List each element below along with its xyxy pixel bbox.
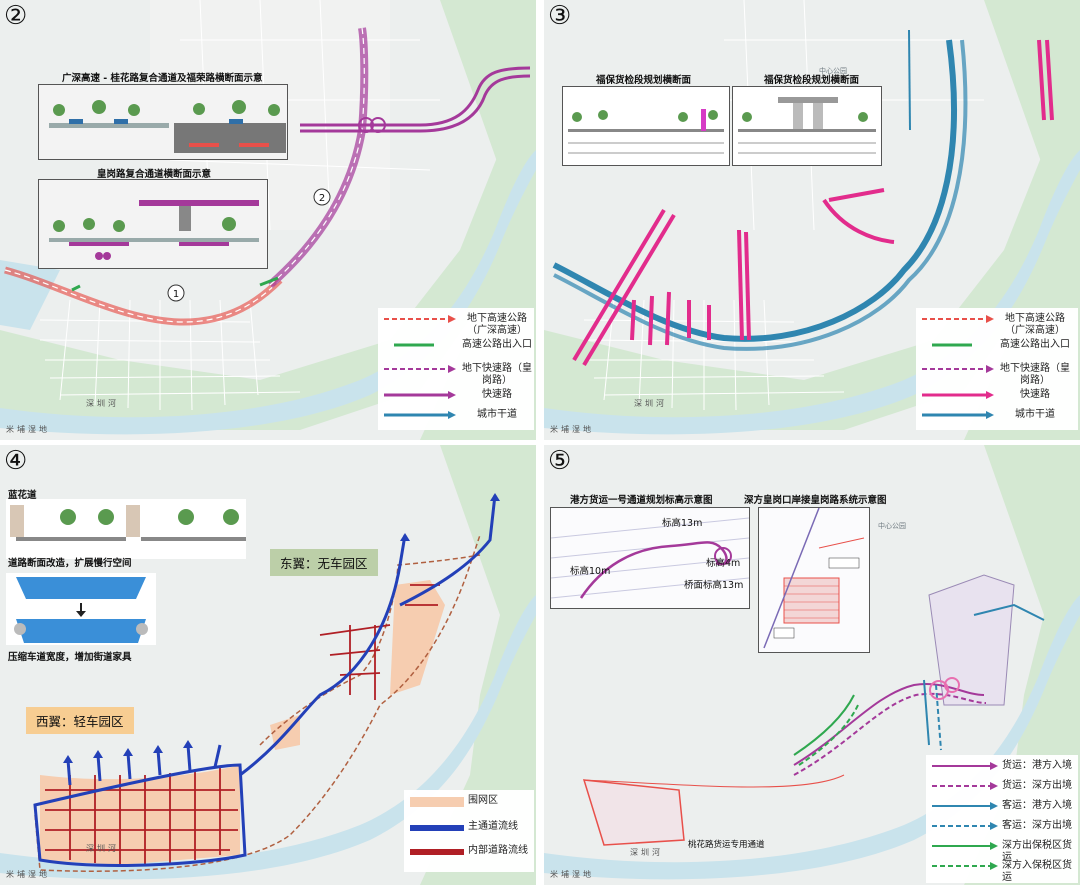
legend-item: 地下快速路（皇岗路） [916,360,1078,386]
panel-3: ③ 福保货检段规划横断面 福保货检段规划横断面 地下高速公路（广深高速） 高速公… [544,0,1080,440]
legend-item: 地下高速公路（广深高速） [378,310,534,336]
legend-item: 客运：深方出境 [926,817,1078,841]
inset-title-huanggang: 皇岗路复合通道横断面示意 [97,169,212,180]
river-label: 深圳河 [86,844,119,853]
river-label: 深圳河 [630,848,663,857]
river-label: 深圳河 [86,399,119,408]
elevation-label-d: 桥面标高13m [684,580,744,591]
svg-text:2: 2 [319,193,325,204]
panel-2: 1 2 ② 广深高速 - 桂花路复合通道及福荣路横断面示意 皇岗路复合通道横断面… [0,0,536,440]
legend-item: 深方入保税区货运 [926,857,1078,883]
elevation-label-b: 标高4m [706,558,741,569]
legend-item: 快速路 [916,386,1078,410]
legend-item: 货运：深方出境 [926,777,1078,801]
inset-title-fubao-1: 福保货检段规划横断面 [596,75,692,86]
legend: 地下高速公路（广深高速） 高速公路出入口 地下快速路（皇岗路） 快速路 城市干道 [378,308,534,430]
legend-item: 快速路 [378,386,534,410]
legend-item: 主通道流线 [404,818,534,842]
legend: 围网区 主通道流线 内部道路流线 [404,790,534,872]
svg-text:1: 1 [173,289,179,300]
wetland-label: 米埔湿地 [550,425,594,434]
legend-item: 客运：港方入境 [926,797,1078,821]
elevation-label-a: 标高13m [662,518,703,529]
legend-item: 城市干道 [378,406,534,430]
street-furniture-diagram [6,573,156,645]
panel-number: ③ [548,1,572,31]
legend: 地下高速公路（广深高速） 高速公路出入口 地下快速路（皇岗路） 快速路 城市干道 [916,308,1078,430]
wetland-label: 米埔湿地 [6,425,50,434]
legend-item: 高速公路出入口 [932,339,1070,350]
street-name: 蓝花道 [8,490,37,501]
inset-title-huanggang-port: 深方皇岗口岸接皇岗路系统示意图 [744,495,887,506]
cross-section-fubao-1 [562,86,730,166]
legend-item: 地下高速公路（广深高速） [916,310,1078,336]
legend-item: 城市干道 [916,406,1078,430]
huanggang-port-diagram [758,507,870,653]
cargo-elevation-diagram [550,507,750,609]
cross-section-fubao-2 [732,86,882,166]
legend-item: 内部道路流线 [404,842,534,866]
cross-section-guangshen [38,84,288,160]
wetland-label: 米埔湿地 [550,870,594,879]
east-wing-label: 东翼：无车园区 [270,549,378,576]
inset-title-cargo-elevation: 港方货运一号通道规划标高示意图 [570,495,713,506]
cross-section-huanggang [38,179,268,269]
panel-4: ④ 蓝花道 道路断面改造，扩展慢行空间 压缩车道宽度，增加街道家具 东翼：无车园… [0,445,536,885]
river-label: 深圳河 [634,399,667,408]
center-park-label: 中心公园 [819,67,847,75]
caption-section: 道路断面改造，扩展慢行空间 [8,558,132,569]
west-wing-label: 西翼：轻车园区 [26,707,134,734]
caption-furniture: 压缩车道宽度，增加街道家具 [8,652,132,663]
legend-item: 深方出保税区货运 [926,837,1078,863]
panel-number: ② [4,1,28,31]
street-section-before-after [6,499,246,559]
panel-number: ⑤ [548,446,572,476]
legend-item: 围网区 [404,792,534,816]
cargo-road-label: 桃花路货运专用通道 [688,840,765,850]
panel-number: ④ [4,446,28,476]
marker-2: 2 [313,188,331,206]
inset-title-guangshen: 广深高速 - 桂花路复合通道及福荣路横断面示意 [62,73,263,84]
legend: 货运：港方入境 货运：深方出境 客运：港方入境 客运：深方出境 深方出保税区货运… [926,755,1078,883]
elevation-label-c: 标高10m [570,566,611,577]
inset-title-fubao-2: 福保货检段规划横断面 [764,75,860,86]
legend-item: 高速公路出入口 [394,339,532,350]
wetland-label: 米埔湿地 [6,870,50,879]
legend-item: 货运：港方入境 [926,757,1078,781]
legend-item: 地下快速路（皇岗路） [378,360,534,386]
center-park-label: 中心公园 [878,522,906,530]
marker-1: 1 [167,284,185,302]
panel-5: ⑤ 港方货运一号通道规划标高示意图 标高13m 标高4m 标高10m 桥面标高1… [544,445,1080,885]
